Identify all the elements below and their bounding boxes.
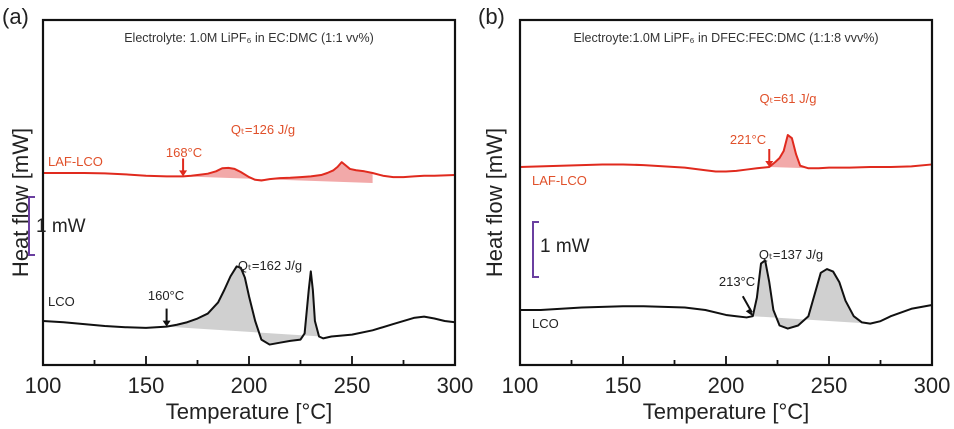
panel-label: (b) [478, 4, 505, 29]
x-axis-label: Temperature [°C] [166, 399, 333, 424]
x-tick-label: 200 [708, 373, 745, 398]
scale-bar [532, 221, 539, 278]
series-label-lco: LCO [48, 294, 75, 309]
x-tick-label: 300 [914, 373, 951, 398]
x-tick-label: 200 [231, 373, 268, 398]
x-tick-label: 300 [437, 373, 474, 398]
exotherm-area-laf-lco [769, 135, 809, 169]
plot-frame [518, 18, 934, 367]
heat-release-label: Qₜ=162 J/g [238, 258, 302, 273]
onset-temp-label: 160°C [148, 288, 184, 303]
x-axis-label: Temperature [°C] [643, 399, 810, 424]
x-tick-label: 150 [605, 373, 642, 398]
curve-lco [520, 259, 933, 330]
y-axis-label: Heat flow [mW] [482, 128, 507, 277]
series-label-lco: LCO [532, 316, 559, 331]
onset-temp-label: 168°C [166, 145, 202, 160]
x-tick-label: 150 [128, 373, 165, 398]
x-tick-label: 250 [811, 373, 848, 398]
electrolyte-title: Electrolyte: 1.0M LiPF₆ in EC:DMC (1:1 v… [124, 31, 374, 45]
x-tick-label: 100 [25, 373, 62, 398]
onset-arrowhead [162, 320, 171, 327]
scale-bar-label: 1 mW [540, 236, 590, 257]
heat-release-label: Qₜ=61 J/g [760, 91, 817, 106]
curve-laf-lco [519, 134, 933, 173]
scale-bar-label: 1 mW [36, 216, 86, 237]
x-tick-label: 100 [502, 373, 539, 398]
series-label-laf-lco: LAF-LCO [48, 154, 103, 169]
exotherm-area-laf-lco [183, 162, 373, 183]
heat-release-label: Qₜ=126 J/g [231, 122, 295, 137]
exotherm-area-lco [166, 266, 324, 345]
panel-label: (a) [2, 4, 29, 29]
onset-temp-label: 213°C [719, 274, 755, 289]
scale-bar [28, 196, 35, 256]
curve-laf-lco [43, 161, 456, 182]
electrolyte-title: Electroyte:1.0M LiPF₆ in DFEC:FEC:DMC (1… [573, 31, 878, 45]
series-label-laf-lco: LAF-LCO [532, 173, 587, 188]
onset-arrowhead [745, 308, 753, 317]
panel-a: (a) LAF-LCO 168°C Qₜ=126 J/g LCO 160°C Qₜ=162 … [2, 4, 473, 424]
x-tick-label: 250 [334, 373, 371, 398]
exotherm-area-lco [752, 260, 871, 329]
curve-lco [42, 265, 456, 346]
heat-release-label: Qₜ=137 J/g [759, 247, 823, 262]
onset-arrowhead [765, 161, 774, 167]
onset-arrowhead [179, 170, 188, 177]
panel-b: (b) LAF-LCO 221°C Qₜ=61 J/g LCO 213°C Qₜ=137 J… [478, 4, 950, 424]
onset-temp-label: 221°C [730, 132, 766, 147]
